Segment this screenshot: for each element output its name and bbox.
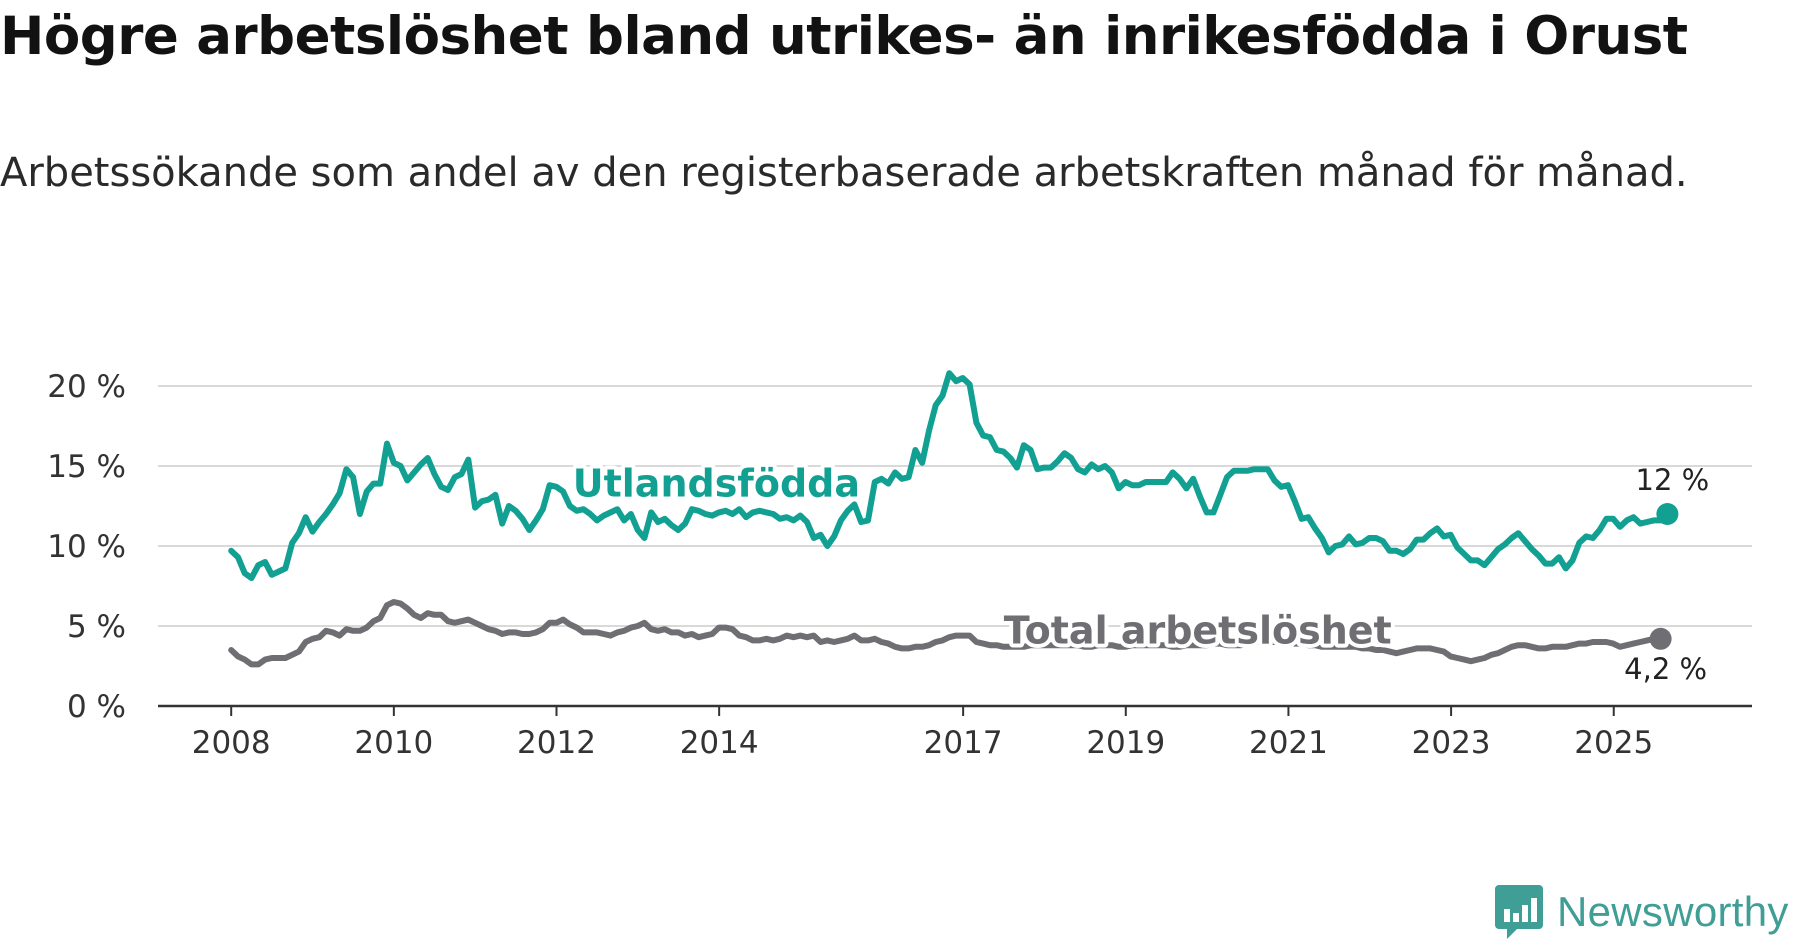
series-label-utlandsfodda: Utlandsfödda <box>573 461 860 505</box>
x-tick-label: 2010 <box>354 725 433 761</box>
x-tick-label: 2014 <box>680 725 759 761</box>
x-tick-label: 2012 <box>517 725 596 761</box>
chart-title: Högre arbetslöshet bland utrikes- än inr… <box>0 6 1688 67</box>
newsworthy-logo-icon <box>1495 885 1543 939</box>
end-value-label: 12 % <box>1636 463 1710 497</box>
x-tick-label: 2017 <box>924 725 1003 761</box>
end-point-marker <box>1649 627 1672 650</box>
x-tick-label: 2025 <box>1574 725 1653 761</box>
chart-subtitle: Arbetssökande som andel av den registerb… <box>0 150 1688 196</box>
end-point-marker <box>1656 503 1679 525</box>
series-labels: 12 % 4,2 % Utlandsfödda Total arbetslöshet <box>569 457 1710 686</box>
y-tick-label: 10 % <box>47 529 126 565</box>
y-tick-label: 0 % <box>67 689 126 725</box>
y-axis: 0 % 5 % 10 % 15 % 20 % <box>47 369 126 725</box>
series-line-total <box>228 599 1664 668</box>
series-lines <box>228 370 1679 668</box>
x-tick-label: 2019 <box>1086 725 1165 761</box>
series-label-total: Total arbetslöshet <box>1004 609 1392 653</box>
y-tick-label: 20 % <box>47 369 126 405</box>
x-tick-label: 2023 <box>1412 725 1491 761</box>
x-tick-label: 2008 <box>192 725 271 761</box>
gridlines <box>158 385 1752 627</box>
end-value-label: 4,2 % <box>1624 652 1707 686</box>
series-line-utlandsfodda <box>228 370 1671 581</box>
brand-name: Newsworthy <box>1557 888 1789 935</box>
x-tick-label: 2021 <box>1249 725 1328 761</box>
brand-logo: Newsworthy <box>1495 885 1789 939</box>
y-tick-label: 5 % <box>67 609 126 645</box>
x-axis: 2008 2010 2012 2014 2017 2019 2021 2023 2025 <box>192 706 1653 761</box>
y-tick-label: 15 % <box>47 449 126 485</box>
